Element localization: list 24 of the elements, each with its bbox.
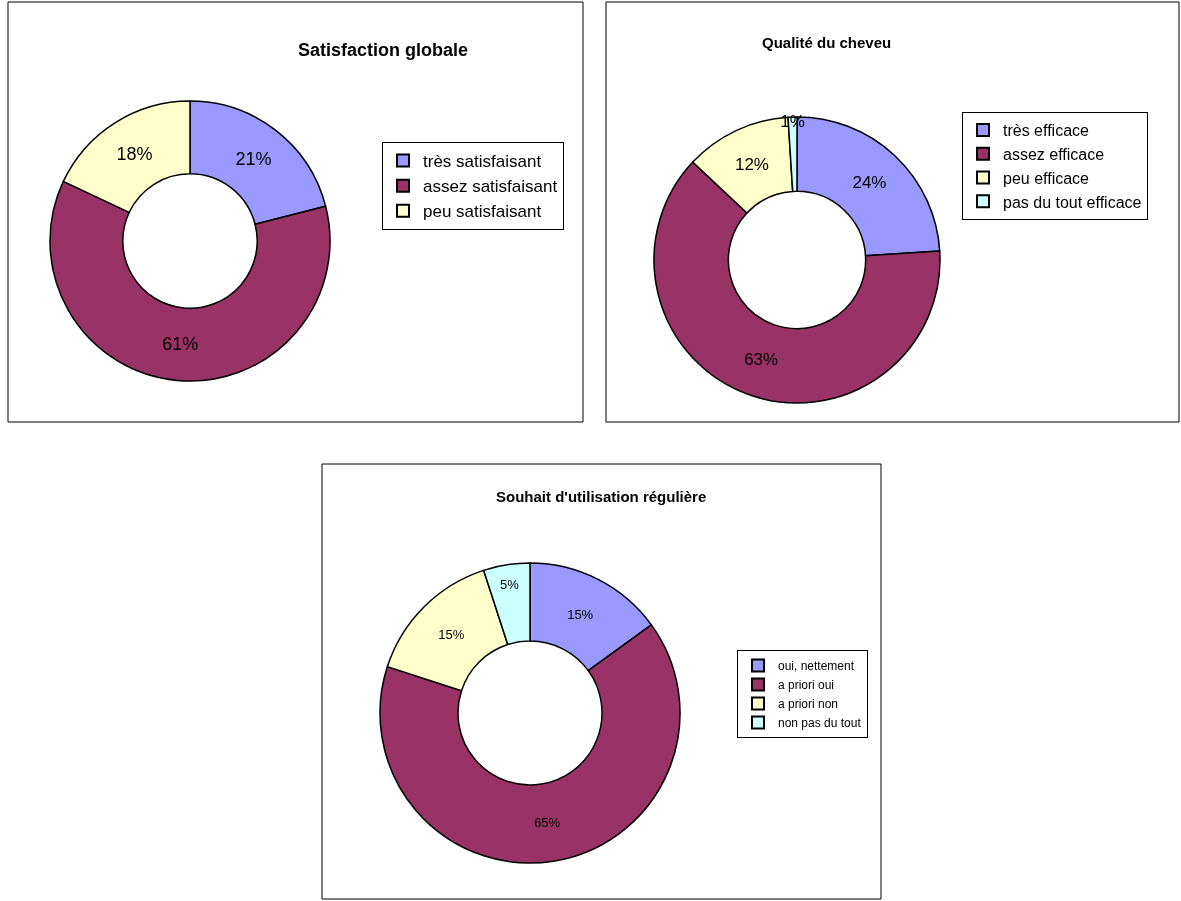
data-label: 15% xyxy=(438,627,465,643)
legend-label: assez efficace xyxy=(1003,145,1105,163)
legend-label: peu satisfaisant xyxy=(423,202,542,222)
legend-label: très satisfaisant xyxy=(423,152,542,172)
data-label: 61% xyxy=(162,334,199,355)
legend-label: a priori non xyxy=(778,697,839,712)
legend-label: a priori oui xyxy=(778,678,835,693)
legend-label: non pas du tout xyxy=(778,716,862,731)
data-label: 63% xyxy=(744,350,779,370)
legend-label: très efficace xyxy=(1003,122,1090,140)
legend-label: pas du tout efficace xyxy=(1003,193,1142,211)
data-label: 12% xyxy=(734,154,769,174)
chart-title: Qualité du cheveu xyxy=(762,34,892,51)
data-label: 65% xyxy=(534,815,561,831)
data-label: 24% xyxy=(852,173,887,193)
legend-label: peu efficace xyxy=(1003,169,1090,187)
chart-title: Souhait d'utilisation régulière xyxy=(496,488,707,505)
data-label: 18% xyxy=(116,143,153,164)
data-label: 21% xyxy=(235,149,272,170)
legend-label: oui, nettement xyxy=(778,659,855,674)
chart-title: Satisfaction globale xyxy=(298,40,469,60)
data-label: 15% xyxy=(567,606,594,622)
legend-label: assez satisfaisant xyxy=(423,177,558,197)
data-label: 5% xyxy=(500,577,520,593)
